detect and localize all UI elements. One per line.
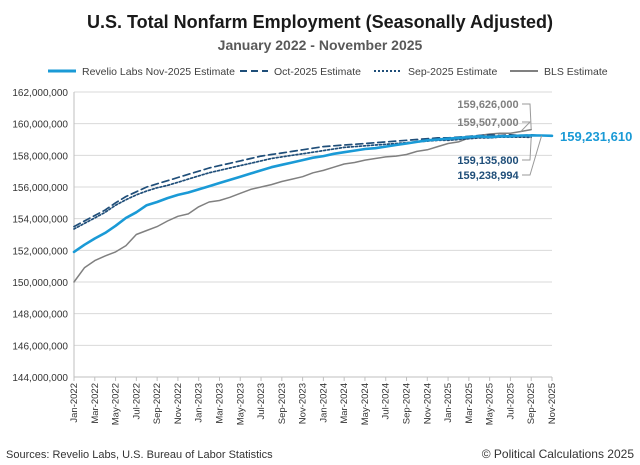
x-tick-label: May-2023 xyxy=(235,383,246,425)
x-tick-label: Nov-2025 xyxy=(547,383,558,424)
x-tick-label: Mar-2022 xyxy=(90,383,101,424)
y-tick-label: 158,000,000 xyxy=(12,151,68,162)
y-tick-label: 160,000,000 xyxy=(12,120,68,131)
x-tick-label: Nov-2023 xyxy=(298,383,309,424)
x-tick-label: Nov-2022 xyxy=(173,383,184,424)
chart-subtitle: January 2022 - November 2025 xyxy=(218,37,423,53)
x-tick-label: Mar-2023 xyxy=(214,383,225,424)
credit-note: © Political Calculations 2025 xyxy=(482,447,635,461)
x-tick-label: Jul-2024 xyxy=(381,383,392,419)
source-note: Sources: Revelio Labs, U.S. Bureau of La… xyxy=(6,449,273,461)
annotations: 159,626,000 159,507,000 159,231,610 159,135… xyxy=(457,99,632,182)
x-tick-label: Mar-2024 xyxy=(339,383,350,424)
x-tick-label: Nov-2024 xyxy=(422,383,433,424)
annotation-label: 159,626,000 xyxy=(457,99,518,111)
series-line-0 xyxy=(72,134,554,254)
y-tick-label: 156,000,000 xyxy=(12,183,68,194)
x-tick-label: May-2024 xyxy=(360,383,371,425)
y-tick-label: 144,000,000 xyxy=(12,373,68,384)
y-tick-label: 162,000,000 xyxy=(12,88,68,99)
x-tick-label: Sep-2022 xyxy=(152,383,163,424)
x-tick-label: Sep-2024 xyxy=(402,383,413,424)
annotation-label: 159,507,000 xyxy=(457,117,518,129)
x-tick-label: Jan-2022 xyxy=(69,383,80,423)
annotation-leader xyxy=(522,103,532,130)
y-tick-label: 150,000,000 xyxy=(12,278,68,289)
legend-label: BLS Estimate xyxy=(544,66,608,78)
annotation-label: 159,135,800 xyxy=(457,155,518,167)
y-tick-label: 152,000,000 xyxy=(12,246,68,257)
y-tick-label: 146,000,000 xyxy=(12,341,68,352)
series-line-2 xyxy=(73,136,533,230)
y-tick-label: 154,000,000 xyxy=(12,215,68,226)
legend-label: Oct-2025 Estimate xyxy=(274,66,361,78)
series-line-3 xyxy=(73,128,532,283)
x-tick-label: Jul-2023 xyxy=(256,383,267,419)
y-axis: 144,000,000 146,000,000 148,000,000 150,000… xyxy=(12,88,75,384)
annotation-leader xyxy=(522,135,543,176)
x-tick-label: Jul-2025 xyxy=(505,383,516,419)
legend-label: Revelio Labs Nov-2025 Estimate xyxy=(82,66,235,78)
series-lines xyxy=(72,128,554,283)
x-tick-label: Sep-2023 xyxy=(277,383,288,424)
annotation-label: 159,238,994 xyxy=(457,170,519,182)
x-tick-label: Sep-2025 xyxy=(526,383,537,424)
annotation-leader xyxy=(520,121,532,132)
x-tick-label: Jan-2025 xyxy=(443,383,454,423)
chart-legend: Revelio Labs Nov-2025 Estimate Oct-2025 E… xyxy=(48,66,608,78)
y-tick-label: 148,000,000 xyxy=(12,310,68,321)
annotation-leader xyxy=(522,137,532,161)
x-tick-label: May-2022 xyxy=(111,383,122,425)
annotation-label: 159,231,610 xyxy=(560,129,632,144)
x-axis: Jan-2022 Mar-2022 May-2022 Jul-2022 Sep-2022… xyxy=(69,376,558,425)
x-tick-label: Jan-2024 xyxy=(318,383,329,423)
x-tick-label: May-2025 xyxy=(485,383,496,425)
legend-label: Sep-2025 Estimate xyxy=(408,66,497,78)
x-tick-label: Jan-2023 xyxy=(194,383,205,423)
series-line-1 xyxy=(73,133,543,228)
chart-title: U.S. Total Nonfarm Employment (Seasonall… xyxy=(87,12,553,32)
x-tick-label: Jul-2022 xyxy=(131,383,142,419)
x-tick-label: Mar-2025 xyxy=(464,383,475,424)
